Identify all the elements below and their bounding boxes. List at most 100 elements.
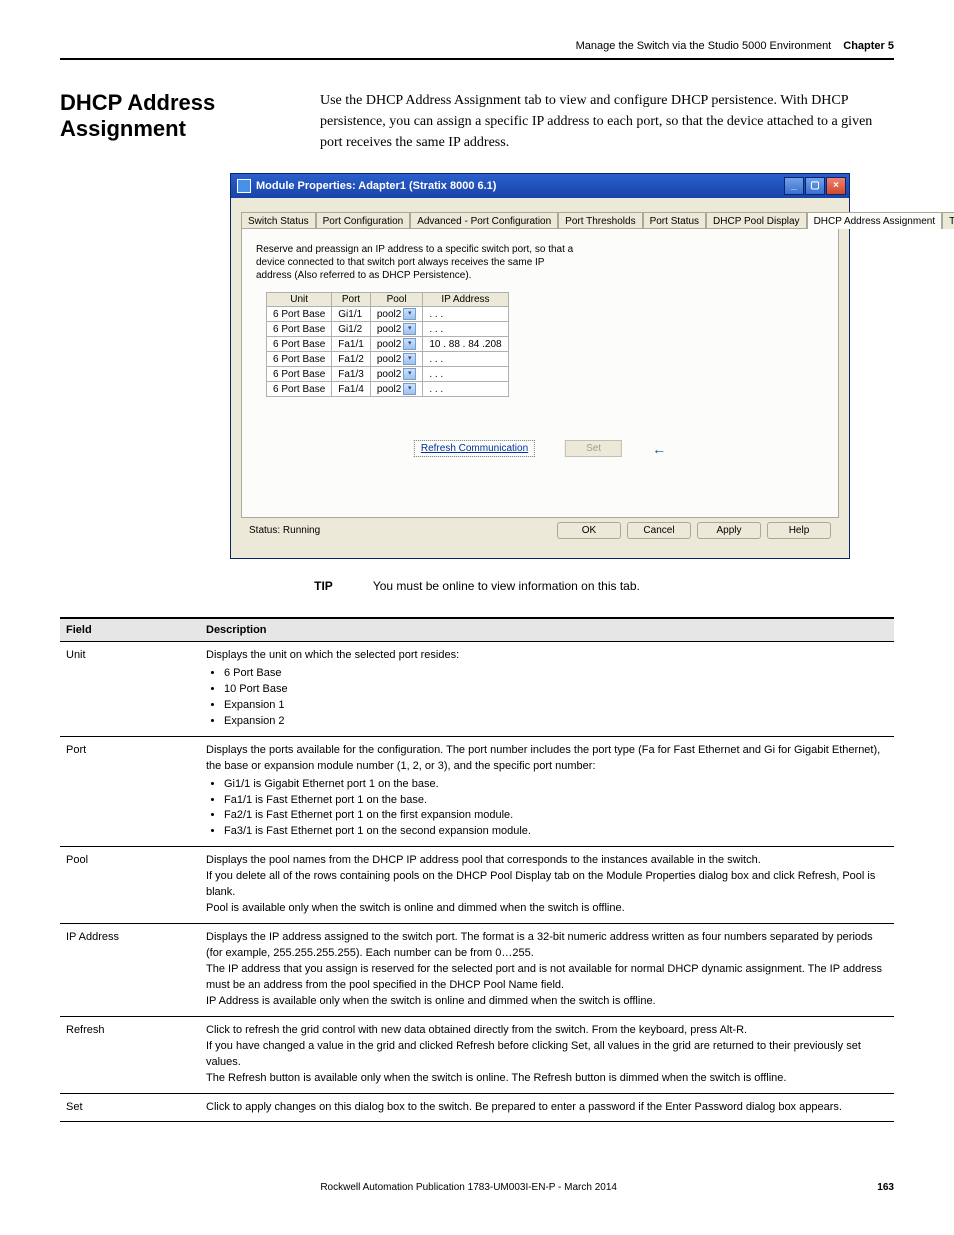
cell-unit: 6 Port Base [267,352,332,367]
table-row: IP Address Displays the IP address assig… [60,924,894,1017]
cell-pool[interactable]: pool2▾ [370,382,422,397]
page-number: 163 [877,1182,894,1193]
cell-port: Gi1/2 [332,322,371,337]
chevron-down-icon[interactable]: ▾ [403,338,416,350]
chevron-down-icon[interactable]: ▾ [403,383,416,395]
list-item: Fa3/1 is Fast Ethernet port 1 on the sec… [224,824,888,840]
app-icon [237,179,251,193]
desc-para: If you have changed a value in the grid … [206,1039,888,1071]
table-row: 6 Port BaseFa1/1pool2▾10 . 88 . 84 .208 [267,337,509,352]
field-name: Port [60,736,200,847]
chevron-down-icon[interactable]: ▾ [403,368,416,380]
dialog-title: Module Properties: Adapter1 (Stratix 800… [256,180,496,192]
table-row: 6 Port BaseGi1/1pool2▾. . . [267,307,509,322]
cell-unit: 6 Port Base [267,322,332,337]
page-footer: Rockwell Automation Publication 1783-UM0… [60,1182,894,1193]
field-name: Unit [60,642,200,737]
list-item: Fa1/1 is Fast Ethernet port 1 on the bas… [224,793,888,809]
list-item: Expansion 2 [224,714,888,730]
desc-para: Displays the pool names from the DHCP IP… [206,853,888,869]
header-chapter-title: Manage the Switch via the Studio 5000 En… [576,40,832,52]
chevron-down-icon[interactable]: ▾ [403,323,416,335]
desc-para: The Refresh button is available only whe… [206,1071,888,1087]
cell-port: Fa1/3 [332,367,371,382]
list-item: Gi1/1 is Gigabit Ethernet port 1 on the … [224,777,888,793]
table-row: Pool Displays the pool names from the DH… [60,847,894,924]
cell-ip[interactable]: . . . [423,352,508,367]
tab-switch-status[interactable]: Switch Status [241,212,316,229]
cell-port: Fa1/2 [332,352,371,367]
desc-para: Click to apply changes on this dialog bo… [206,1100,888,1116]
cell-unit: 6 Port Base [267,367,332,382]
help-button[interactable]: Help [767,522,831,539]
cell-ip[interactable]: . . . [423,322,508,337]
col-unit: Unit [267,293,332,307]
cell-unit: 6 Port Base [267,337,332,352]
field-description: Displays the pool names from the DHCP IP… [200,847,894,924]
table-row: 6 Port BaseFa1/2pool2▾. . . [267,352,509,367]
dialog-titlebar: Module Properties: Adapter1 (Stratix 800… [231,174,849,198]
minimize-button[interactable]: _ [784,177,804,195]
desc-para: Click to refresh the grid control with n… [206,1023,888,1039]
cell-pool[interactable]: pool2▾ [370,307,422,322]
close-button[interactable]: × [826,177,846,195]
page-header: Manage the Switch via the Studio 5000 En… [60,40,894,60]
cell-ip[interactable]: 10 . 88 . 84 .208 [423,337,508,352]
tab-intro-text: Reserve and preassign an IP address to a… [256,243,576,282]
field-name: Refresh [60,1016,200,1093]
cell-pool[interactable]: pool2▾ [370,337,422,352]
tab-dhcp-pool-display[interactable]: DHCP Pool Display [706,212,807,229]
col-pool: Pool [370,293,422,307]
port-assignment-table: Unit Port Pool IP Address 6 Port BaseGi1… [266,292,509,397]
cell-pool[interactable]: pool2▾ [370,352,422,367]
table-row: 6 Port BaseFa1/3pool2▾. . . [267,367,509,382]
chevron-down-icon[interactable]: ▾ [403,308,416,320]
tab-time-sync[interactable]: Time Sync C [942,212,954,229]
cell-ip[interactable]: . . . [423,382,508,397]
cell-port: Fa1/1 [332,337,371,352]
apply-button[interactable]: Apply [697,522,761,539]
dialog-window: Module Properties: Adapter1 (Stratix 800… [230,173,850,559]
field-description: Click to refresh the grid control with n… [200,1016,894,1093]
cell-pool[interactable]: pool2▾ [370,367,422,382]
desc-para: The IP address that you assign is reserv… [206,962,888,994]
desc-list: Gi1/1 is Gigabit Ethernet port 1 on the … [206,777,888,841]
tab-dhcp-address-assignment[interactable]: DHCP Address Assignment [807,212,943,229]
chevron-down-icon[interactable]: ▾ [403,353,416,365]
field-description: Click to apply changes on this dialog bo… [200,1093,894,1122]
tip-row: TIP You must be online to view informati… [60,579,894,593]
mid-button-row: Refresh Communication Set ← [414,440,666,457]
table-row: Refresh Click to refresh the grid contro… [60,1016,894,1093]
tab-port-thresholds[interactable]: Port Thresholds [558,212,642,229]
refresh-communication-link[interactable]: Refresh Communication [414,440,535,457]
list-item: 10 Port Base [224,682,888,698]
tab-advanced-port-configuration[interactable]: Advanced - Port Configuration [410,212,558,229]
table-row: Port Displays the ports available for th… [60,736,894,847]
cell-ip[interactable]: . . . [423,307,508,322]
field-description: Displays the ports available for the con… [200,736,894,847]
field-name: Pool [60,847,200,924]
tab-port-status[interactable]: Port Status [643,212,706,229]
list-item: Fa2/1 is Fast Ethernet port 1 on the fir… [224,808,888,824]
cell-unit: 6 Port Base [267,307,332,322]
list-item: Expansion 1 [224,698,888,714]
maximize-button[interactable]: ▢ [805,177,825,195]
field-description-table: Field Description Unit Displays the unit… [60,617,894,1122]
tab-content: Reserve and preassign an IP address to a… [241,228,839,518]
cancel-button[interactable]: Cancel [627,522,691,539]
cell-pool[interactable]: pool2▾ [370,322,422,337]
cell-ip[interactable]: . . . [423,367,508,382]
tab-port-configuration[interactable]: Port Configuration [316,212,411,229]
ok-button[interactable]: OK [557,522,621,539]
dialog-body: Switch Status Port Configuration Advance… [231,198,849,558]
set-button[interactable]: Set [565,440,622,457]
field-name: IP Address [60,924,200,1017]
status-text: Status: Running [249,525,320,536]
field-description: Displays the unit on which the selected … [200,642,894,737]
desc-header-description: Description [200,618,894,642]
field-description: Displays the IP address assigned to the … [200,924,894,1017]
col-ip: IP Address [423,293,508,307]
desc-list: 6 Port Base 10 Port Base Expansion 1 Exp… [206,666,888,730]
desc-para: Pool is available only when the switch i… [206,901,888,917]
table-row: Set Click to apply changes on this dialo… [60,1093,894,1122]
